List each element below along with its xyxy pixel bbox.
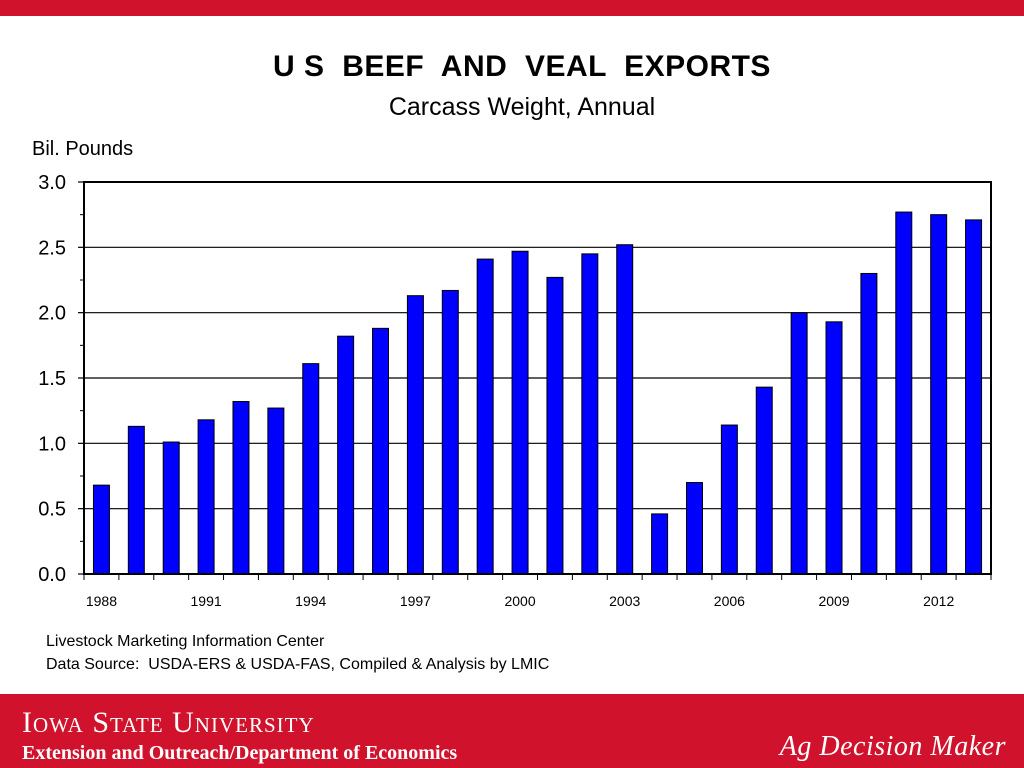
bar-2000	[511, 250, 529, 575]
footer-bar	[0, 694, 1024, 768]
bar-1989	[127, 425, 145, 575]
source-note: Livestock Marketing Information Center D…	[46, 630, 549, 676]
chart-subtitle: Carcass Weight, Annual	[388, 93, 656, 121]
bar-2006	[720, 424, 738, 575]
y-tick-label: 2.5	[38, 237, 66, 259]
bar-1993	[267, 407, 285, 575]
bar-2007	[755, 386, 773, 575]
ag-decision-maker-logo: Ag Decision Maker	[779, 731, 1006, 762]
bar-1997	[406, 295, 424, 575]
top-accent-bar	[0, 0, 1024, 16]
x-tick-label-2000: 2000	[504, 593, 535, 609]
bar-2001	[546, 276, 564, 575]
x-tick-label-2009: 2009	[818, 593, 849, 609]
bar-1995	[337, 335, 355, 575]
x-tick-label-2012: 2012	[923, 593, 954, 609]
y-tick-label: 3.0	[38, 172, 66, 194]
bar-2002	[581, 253, 599, 575]
source-line-2: Data Source: USDA-ERS & USDA-FAS, Compil…	[46, 656, 550, 673]
source-line-1: Livestock Marketing Information Center	[46, 633, 325, 650]
bar-2010	[860, 272, 878, 575]
bar-2009	[825, 321, 843, 575]
x-tick-label-1997: 1997	[400, 593, 431, 609]
bar-2003	[616, 244, 634, 575]
bar-1992	[232, 401, 250, 575]
plot-frame	[83, 181, 992, 575]
x-tick-label-1991: 1991	[191, 593, 222, 609]
bar-1999	[476, 258, 494, 575]
department-name: Extension and Outreach/Department of Eco…	[22, 742, 458, 764]
bar-1990	[162, 441, 180, 575]
bar-1996	[372, 327, 390, 575]
x-tick-label-1994: 1994	[295, 593, 326, 609]
bar-2004	[651, 513, 669, 575]
x-tick-label-2003: 2003	[609, 593, 640, 609]
bar-2013	[965, 219, 983, 575]
bar-1994	[302, 363, 320, 575]
y-tick-label: 1.0	[38, 433, 66, 455]
y-tick-label: 2.0	[38, 303, 66, 325]
bar-1991	[197, 419, 215, 575]
y-tick-label: 0.0	[38, 564, 66, 586]
bar-2011	[895, 211, 913, 575]
bar-2012	[930, 214, 948, 575]
university-logo: Iowa State University	[22, 706, 315, 739]
chart-title: U S BEEF AND VEAL EXPORTS	[273, 50, 771, 83]
bar-2008	[790, 312, 808, 575]
y-tick-label: 0.5	[38, 499, 66, 521]
x-tick-label-1988: 1988	[86, 593, 117, 609]
bar-1988	[92, 484, 110, 575]
bar-2005	[685, 482, 703, 575]
y-tick-label: 1.5	[38, 368, 66, 390]
bar-1998	[441, 289, 459, 575]
x-tick-label-2006: 2006	[714, 593, 745, 609]
y-axis-label: Bil. Pounds	[32, 138, 134, 160]
